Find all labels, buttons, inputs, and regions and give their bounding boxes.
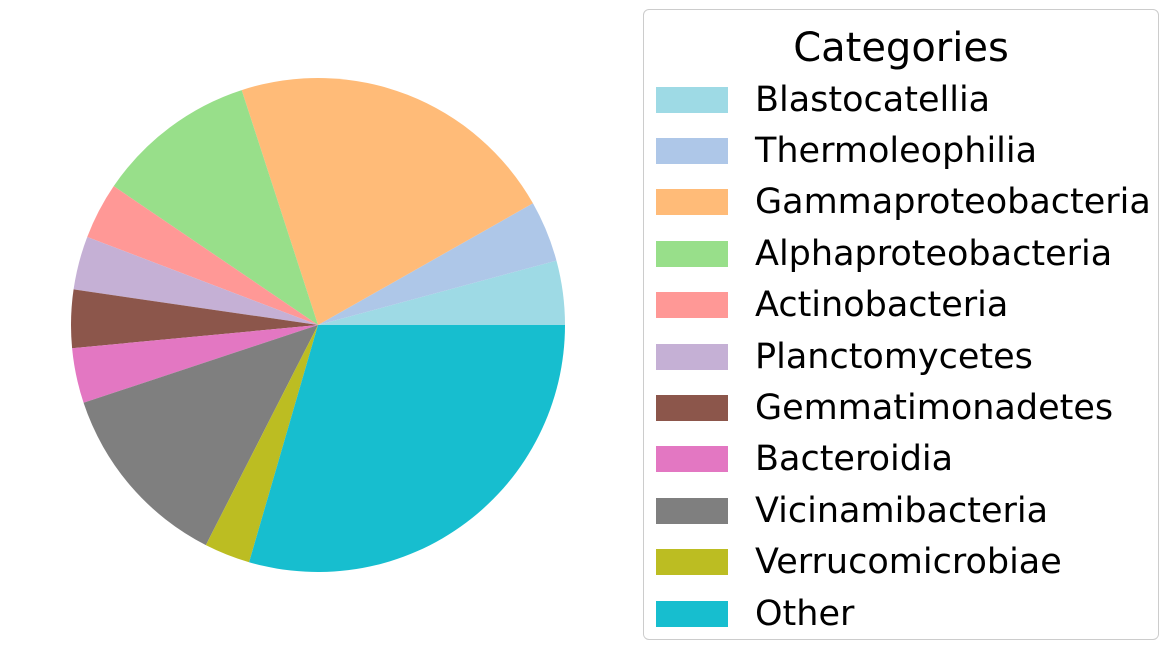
legend-item-vicinamibacteria: Vicinamibacteria — [656, 485, 1151, 536]
legend-list: Blastocatellia Thermoleophilia Gammaproteo… — [656, 74, 1151, 639]
pie-slices — [71, 78, 565, 572]
legend-swatch — [656, 395, 728, 422]
legend-swatch — [656, 497, 728, 524]
pie-slice-bacteroidia — [72, 325, 318, 403]
legend-swatch — [656, 600, 728, 627]
pie-slice-alphaproteobacteria — [113, 90, 319, 325]
pie-slice-gemmatimonadetes — [71, 289, 318, 349]
pie-slice-actinobacteria — [87, 186, 318, 325]
legend-item-blastocatellia: Blastocatellia — [656, 74, 1151, 125]
legend-label: Actinobacteria — [755, 285, 1009, 326]
legend-swatch — [656, 86, 728, 113]
legend-item-verrucomicrobiae: Verrucomicrobiae — [656, 537, 1151, 588]
legend-label: Gammaproteobacteria — [755, 182, 1151, 223]
pie-slice-gammaproteobacteria — [241, 78, 533, 325]
pie-slice-planctomycetes — [73, 236, 318, 325]
legend-swatch — [656, 343, 728, 370]
legend-swatch — [656, 138, 728, 165]
legend-label: Alphaproteobacteria — [755, 233, 1113, 274]
legend-swatch — [656, 240, 728, 267]
legend-label: Other — [755, 593, 855, 634]
pie-slice-thermoleophilia — [318, 203, 557, 325]
legend-swatch — [656, 189, 728, 216]
pie-slice-other — [249, 325, 565, 572]
legend-title: Categories — [793, 25, 1009, 71]
legend-label: Verrucomicrobiae — [755, 542, 1062, 583]
legend-label: Planctomycetes — [755, 336, 1033, 377]
legend-item-gammaproteobacteria: Gammaproteobacteria — [656, 177, 1151, 228]
legend-swatch — [656, 446, 728, 473]
legend-label: Bacteroidia — [755, 439, 954, 480]
pie-slice-vicinamibacteria — [83, 325, 319, 546]
pie-chart — [71, 78, 565, 572]
legend-label: Thermoleophilia — [755, 131, 1038, 172]
legend-item-gemmatimonadetes: Gemmatimonadetes — [656, 382, 1151, 433]
legend-item-thermoleophilia: Thermoleophilia — [656, 125, 1151, 176]
legend-item-planctomycetes: Planctomycetes — [656, 331, 1151, 382]
legend-swatch — [656, 549, 728, 576]
pie-slice-verrucomicrobiae — [205, 325, 318, 563]
legend-item-other: Other — [656, 588, 1151, 639]
legend-item-actinobacteria: Actinobacteria — [656, 280, 1151, 331]
legend-item-alphaproteobacteria: Alphaproteobacteria — [656, 228, 1151, 279]
legend-item-bacteroidia: Bacteroidia — [656, 434, 1151, 485]
pie-slice-blastocatellia — [318, 260, 565, 325]
legend-swatch — [656, 292, 728, 319]
legend: Categories Blastocatellia Thermoleophilia… — [643, 9, 1159, 640]
legend-label: Gemmatimonadetes — [755, 388, 1114, 429]
legend-label: Blastocatellia — [755, 79, 991, 120]
legend-label: Vicinamibacteria — [755, 490, 1049, 531]
